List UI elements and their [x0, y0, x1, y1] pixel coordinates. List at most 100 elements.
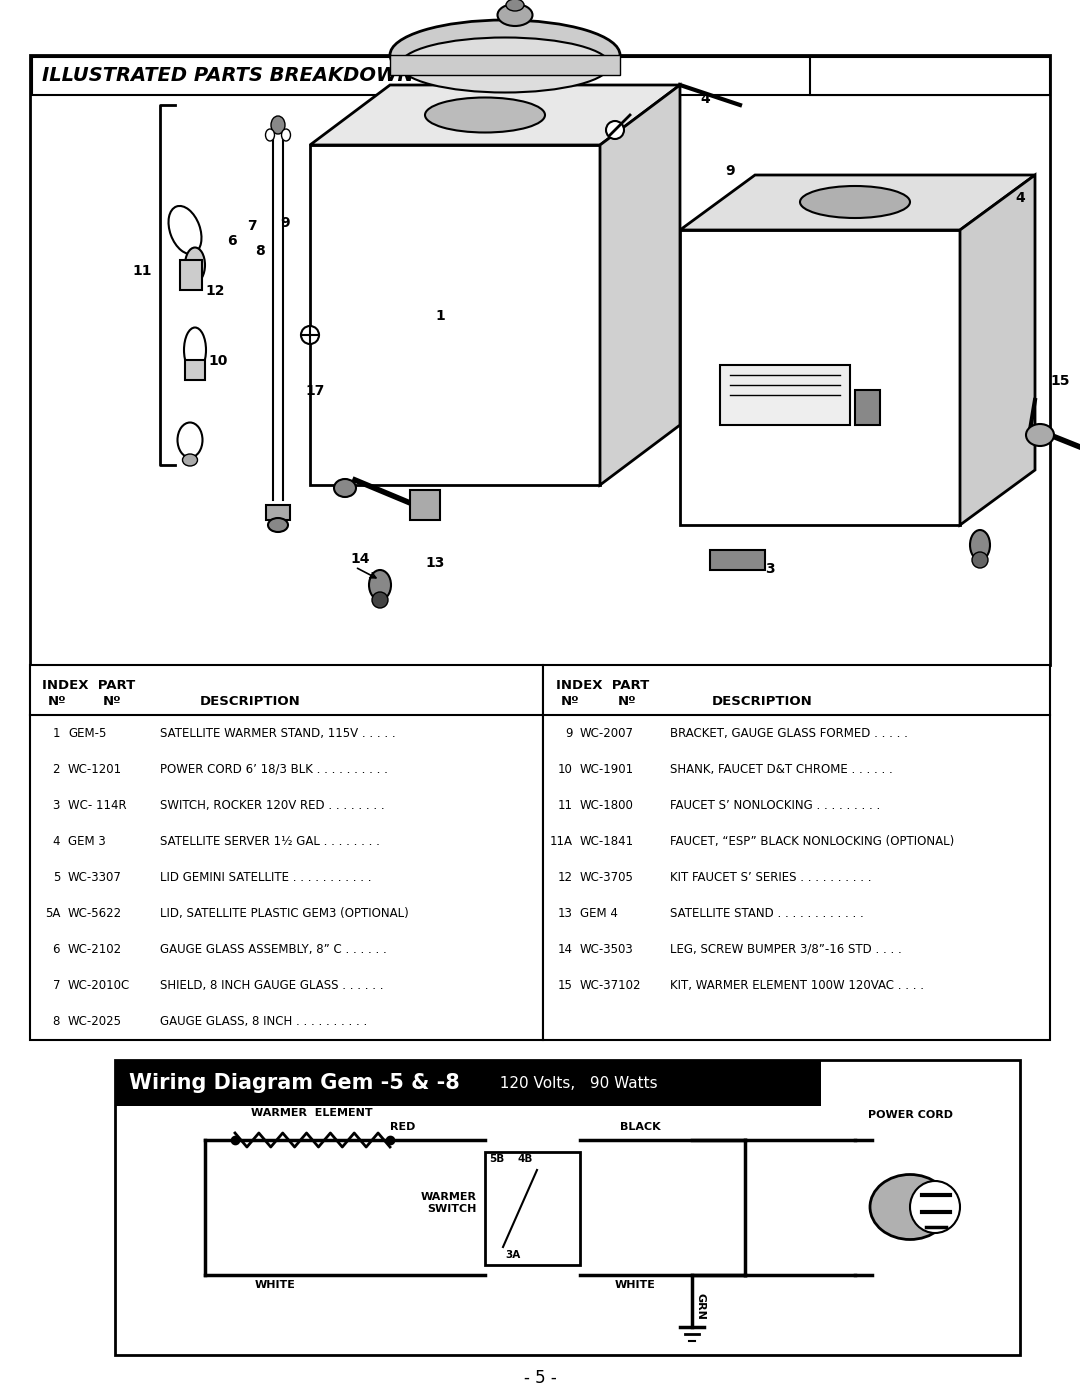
Bar [390, 54, 620, 75]
Text: GAUGE GLASS, 8 INCH . . . . . . . . . .: GAUGE GLASS, 8 INCH . . . . . . . . . . [160, 1016, 367, 1028]
Ellipse shape [606, 122, 624, 138]
Text: RED: RED [390, 1122, 416, 1132]
Bar [185, 360, 205, 380]
Text: 7: 7 [247, 219, 257, 233]
Bar [180, 260, 202, 291]
Text: DESCRIPTION: DESCRIPTION [712, 694, 813, 708]
Text: 17: 17 [306, 384, 325, 398]
Text: SWITCH, ROCKER 120V RED . . . . . . . .: SWITCH, ROCKER 120V RED . . . . . . . . [160, 799, 384, 812]
Text: 12: 12 [558, 870, 573, 884]
Text: WC-3705: WC-3705 [580, 870, 634, 884]
Text: WC-37102: WC-37102 [580, 979, 642, 992]
Text: GEM 4: GEM 4 [580, 907, 618, 921]
Text: WHITE: WHITE [615, 1280, 656, 1289]
Text: 9: 9 [725, 163, 734, 177]
Bar [30, 665, 543, 1039]
Bar [543, 665, 1050, 1039]
Ellipse shape [507, 0, 524, 11]
Text: FAUCET S’ NONLOCKING . . . . . . . . .: FAUCET S’ NONLOCKING . . . . . . . . . [670, 799, 880, 812]
Text: SATELLITE SERVER 1½ GAL . . . . . . . .: SATELLITE SERVER 1½ GAL . . . . . . . . [160, 835, 380, 848]
Bar [114, 1060, 1020, 1355]
Text: WC-2007: WC-2007 [580, 726, 634, 740]
Text: BRACKET, GAUGE GLASS FORMED . . . . .: BRACKET, GAUGE GLASS FORMED . . . . . [670, 726, 908, 740]
Text: 5: 5 [490, 0, 500, 3]
Bar [855, 390, 880, 425]
Text: WC-3307: WC-3307 [68, 870, 122, 884]
Bar [310, 145, 600, 485]
Text: 8: 8 [255, 244, 265, 258]
Text: 10: 10 [558, 763, 573, 775]
Ellipse shape [268, 518, 288, 532]
Text: 12: 12 [205, 284, 225, 298]
Bar [485, 1153, 580, 1266]
Text: 5A: 5A [44, 907, 60, 921]
Ellipse shape [266, 129, 274, 141]
Ellipse shape [1026, 425, 1054, 446]
Bar [810, 57, 1050, 95]
Text: WC- 114R: WC- 114R [68, 799, 126, 812]
Text: 120 Volts,   90 Watts: 120 Volts, 90 Watts [490, 1076, 658, 1091]
Text: GAUGE GLASS ASSEMBLY, 8” C . . . . . .: GAUGE GLASS ASSEMBLY, 8” C . . . . . . [160, 943, 387, 956]
Text: WC-1841: WC-1841 [580, 835, 634, 848]
Text: LEG, SCREW BUMPER 3/8”-16 STD . . . .: LEG, SCREW BUMPER 3/8”-16 STD . . . . [670, 943, 902, 956]
Text: 3A: 3A [505, 1250, 521, 1260]
Ellipse shape [800, 186, 910, 218]
Polygon shape [680, 175, 1035, 231]
Text: 4B: 4B [518, 1154, 534, 1164]
Text: SATELLITE STAND . . . . . . . . . . . .: SATELLITE STAND . . . . . . . . . . . . [670, 907, 864, 921]
Text: INDEX  PART: INDEX PART [556, 679, 649, 692]
Ellipse shape [301, 326, 319, 344]
Text: 3: 3 [766, 562, 774, 576]
Text: WC-2102: WC-2102 [68, 943, 122, 956]
Text: 9: 9 [280, 217, 289, 231]
Text: SHIELD, 8 INCH GAUGE GLASS . . . . . .: SHIELD, 8 INCH GAUGE GLASS . . . . . . [160, 979, 383, 992]
Text: POWER CORD 6’ 18/3 BLK . . . . . . . . . .: POWER CORD 6’ 18/3 BLK . . . . . . . . .… [160, 763, 388, 775]
Text: Nº: Nº [561, 694, 580, 708]
Ellipse shape [910, 1180, 960, 1234]
Text: WC-3503: WC-3503 [580, 943, 634, 956]
Ellipse shape [400, 38, 610, 92]
Text: INDEX  PART: INDEX PART [42, 679, 135, 692]
Text: WC-2010C: WC-2010C [68, 979, 131, 992]
Text: 14: 14 [558, 943, 573, 956]
Text: 2: 2 [53, 763, 60, 775]
Ellipse shape [972, 552, 988, 569]
Text: 11: 11 [558, 799, 573, 812]
Text: 14: 14 [350, 552, 369, 566]
Bar [32, 57, 1048, 95]
Text: WC-1800: WC-1800 [580, 799, 634, 812]
Text: Nº: Nº [48, 694, 67, 708]
Ellipse shape [426, 98, 545, 133]
Text: Nº: Nº [103, 694, 122, 708]
Text: 6: 6 [53, 943, 60, 956]
Ellipse shape [184, 327, 206, 373]
Text: 13: 13 [558, 907, 573, 921]
Polygon shape [310, 85, 680, 145]
Ellipse shape [372, 592, 388, 608]
Text: 11: 11 [132, 264, 152, 278]
Bar [410, 490, 440, 520]
Ellipse shape [185, 247, 205, 282]
Text: 1: 1 [435, 309, 445, 323]
Text: DESCRIPTION: DESCRIPTION [200, 694, 300, 708]
Text: POWER CORD: POWER CORD [867, 1111, 953, 1120]
Bar [266, 504, 291, 520]
Text: SHANK, FAUCET D&T CHROME . . . . . .: SHANK, FAUCET D&T CHROME . . . . . . [670, 763, 893, 775]
Ellipse shape [183, 454, 198, 467]
Text: WC-1201: WC-1201 [68, 763, 122, 775]
Text: 4: 4 [700, 92, 710, 106]
Text: 4: 4 [1015, 191, 1025, 205]
Text: GRN: GRN [696, 1292, 706, 1319]
Ellipse shape [498, 4, 532, 27]
Text: LID, SATELLITE PLASTIC GEM3 (OPTIONAL): LID, SATELLITE PLASTIC GEM3 (OPTIONAL) [160, 907, 408, 921]
Text: KIT, WARMER ELEMENT 100W 120VAC . . . .: KIT, WARMER ELEMENT 100W 120VAC . . . . [670, 979, 924, 992]
Text: WARMER
SWITCH: WARMER SWITCH [421, 1192, 477, 1214]
Text: 7: 7 [53, 979, 60, 992]
Text: 4: 4 [53, 835, 60, 848]
Ellipse shape [177, 422, 203, 457]
Text: SATELLITE WARMER STAND, 115V . . . . .: SATELLITE WARMER STAND, 115V . . . . . [160, 726, 395, 740]
Ellipse shape [168, 205, 202, 254]
Text: 8: 8 [53, 1016, 60, 1028]
Text: LID GEMINI SATELLITE . . . . . . . . . . .: LID GEMINI SATELLITE . . . . . . . . . .… [160, 870, 372, 884]
Text: 11A: 11A [550, 835, 573, 848]
